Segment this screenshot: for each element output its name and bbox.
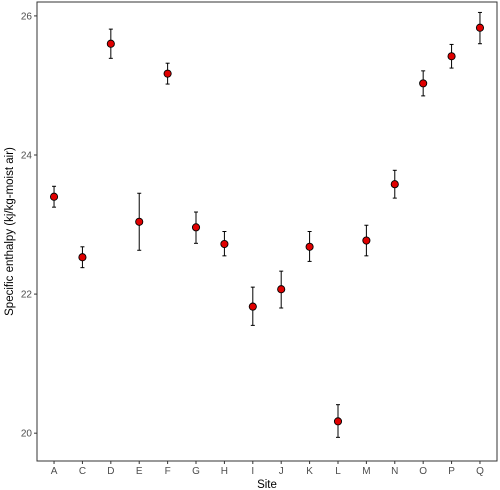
x-axis-title: Site xyxy=(257,479,277,490)
y-tick-label: 20 xyxy=(21,429,33,440)
x-tick-label: K xyxy=(306,466,313,477)
x-tick-label: E xyxy=(136,466,143,477)
x-tick-label: F xyxy=(165,466,171,477)
x-tick-label: M xyxy=(362,466,370,477)
data-point-K xyxy=(305,242,314,251)
data-point-D xyxy=(106,39,115,48)
y-tick-label: 24 xyxy=(21,151,33,162)
data-point-N xyxy=(390,180,399,189)
x-tick-label: L xyxy=(335,466,341,477)
data-point-J xyxy=(277,285,286,294)
data-point-Q xyxy=(475,23,485,32)
data-point-I xyxy=(248,302,257,311)
data-point-F xyxy=(163,69,172,78)
y-tick-label: 26 xyxy=(21,11,33,22)
data-point-E xyxy=(135,217,144,226)
data-point-P xyxy=(447,52,456,61)
x-tick-label: O xyxy=(419,466,427,477)
data-point-G xyxy=(191,223,201,232)
x-tick-label: D xyxy=(107,466,114,477)
y-axis-title: Specific enthalpy (kj/kg-moist air) xyxy=(4,147,16,316)
panel-border xyxy=(36,1,498,462)
x-tick-label: N xyxy=(391,466,398,477)
x-tick-label: C xyxy=(79,466,86,477)
x-tick-label: P xyxy=(448,466,455,477)
point-layer xyxy=(49,23,485,426)
data-point-C xyxy=(78,253,87,262)
y-tick-label: 22 xyxy=(21,290,33,301)
data-point-A xyxy=(49,192,59,201)
x-tick-label: G xyxy=(192,466,200,477)
data-point-H xyxy=(220,239,229,249)
x-tick-label: H xyxy=(221,466,228,477)
data-point-L xyxy=(333,417,343,426)
data-point-M xyxy=(362,236,371,245)
x-tick-label: Q xyxy=(476,466,484,477)
x-tick-label: A xyxy=(51,466,58,477)
data-point-O xyxy=(419,79,428,88)
x-tick-label: J xyxy=(279,466,284,477)
x-tick-label: I xyxy=(251,466,254,477)
